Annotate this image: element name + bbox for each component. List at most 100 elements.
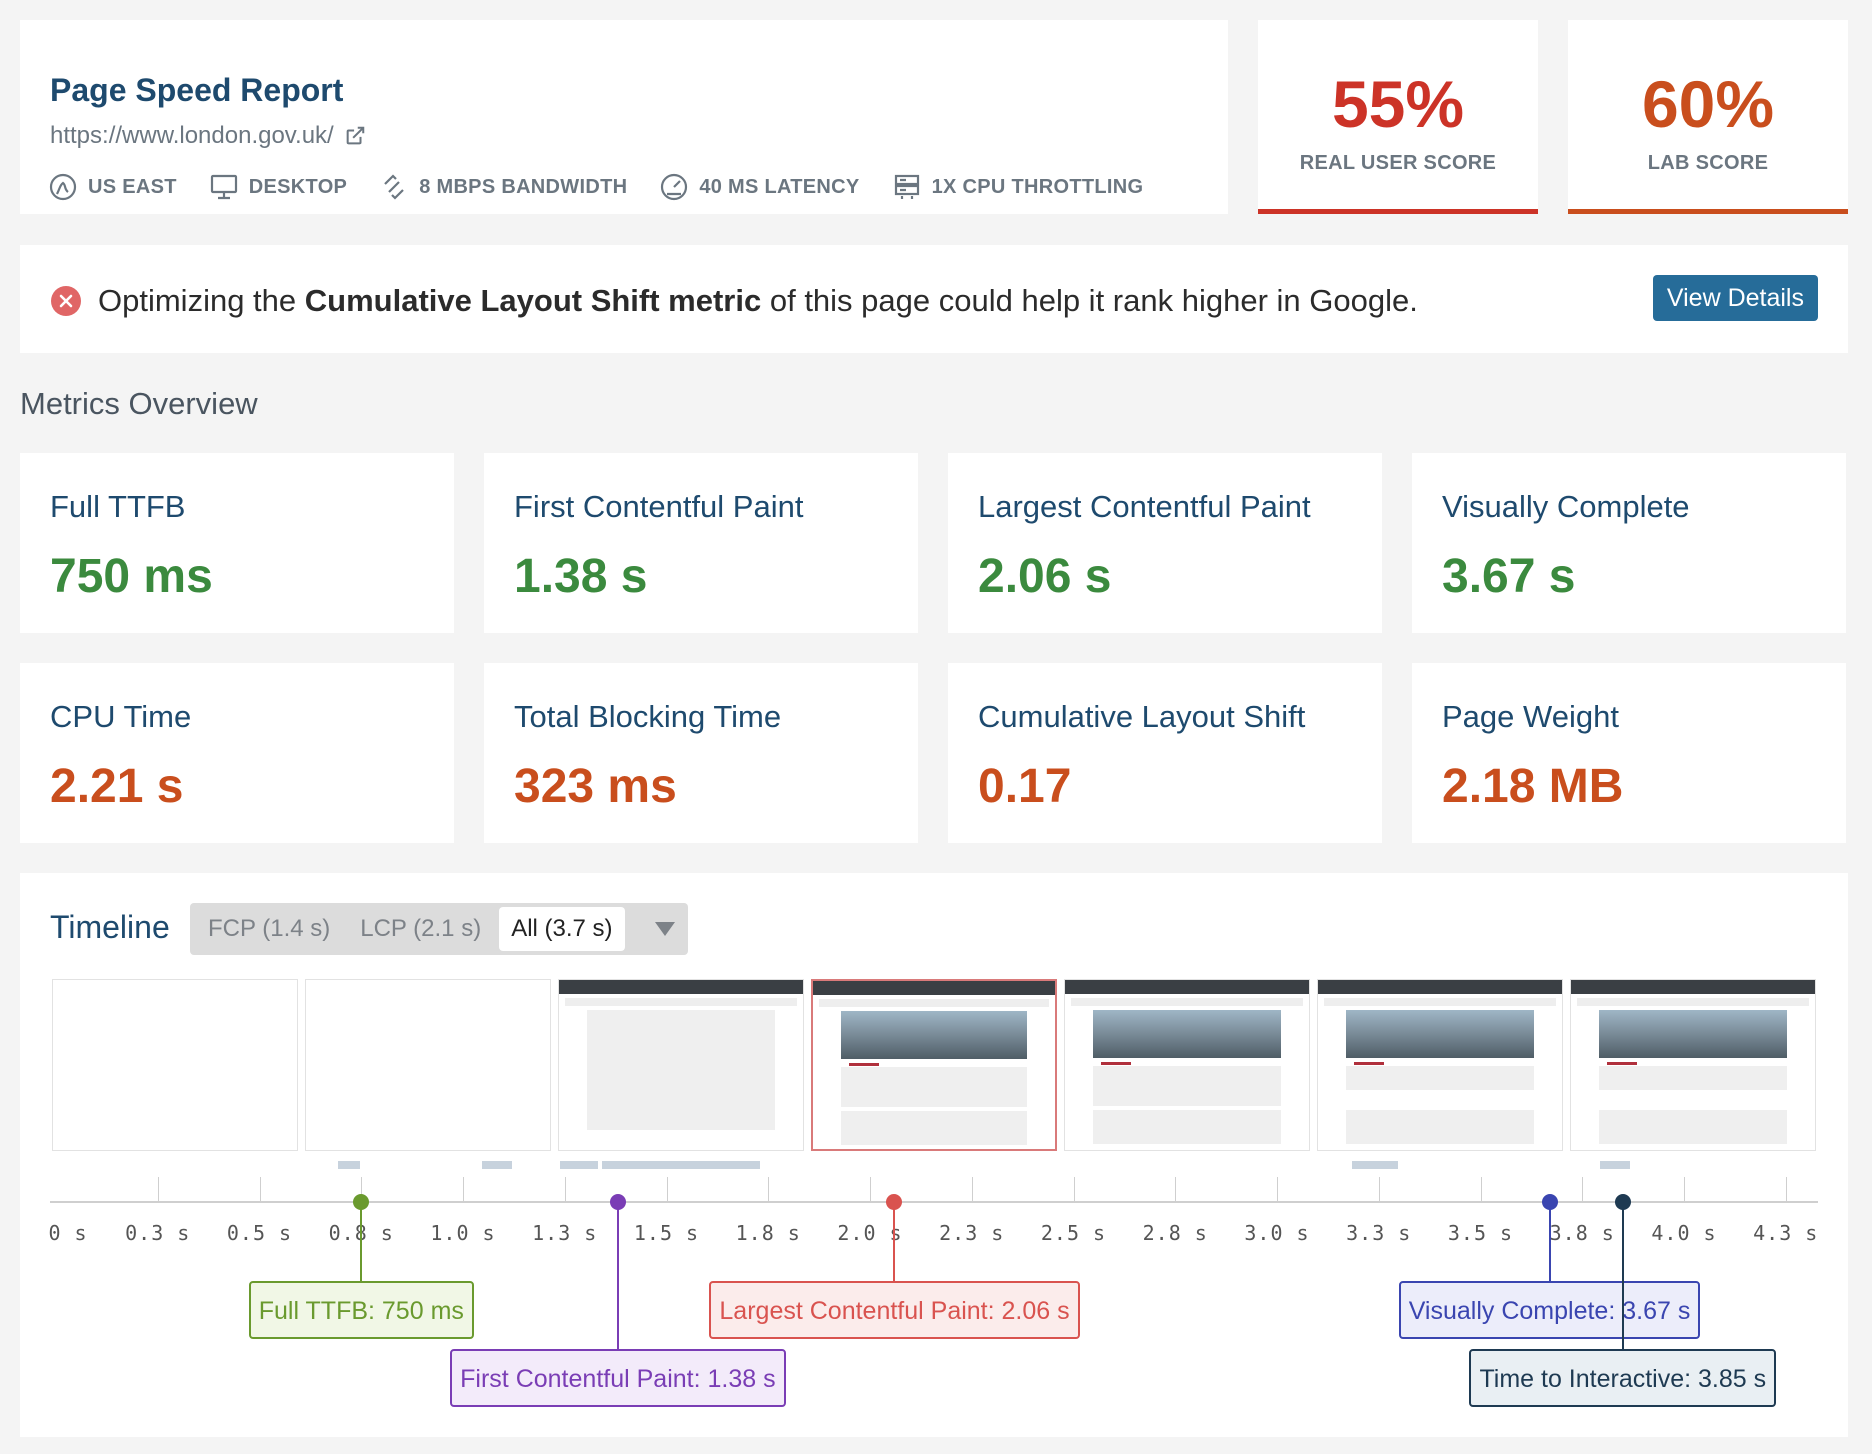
- marker-dot[interactable]: [1614, 1194, 1631, 1210]
- latency-gauge-icon: [661, 173, 688, 201]
- metric-label: Visually Complete: [1442, 489, 1690, 524]
- timeline-range-selector[interactable]: FCP (1.4 s) LCP (2.1 s) All (3.7 s): [190, 903, 688, 955]
- axis-tick: [1582, 1177, 1584, 1203]
- metric-card[interactable]: CPU Time 2.21 s: [20, 663, 454, 843]
- lab-score-label: LAB SCORE: [1647, 152, 1769, 174]
- page-url[interactable]: https://www.london.gov.uk/: [50, 122, 366, 150]
- axis-tick-label: 3.5 s: [1447, 1221, 1514, 1245]
- axis-tick-label: 2.0 s: [837, 1221, 903, 1245]
- filmstrip-frame[interactable]: [305, 979, 551, 1151]
- marker-line: [1548, 1202, 1551, 1281]
- test-settings: US EAST DESKTOP 8 MBPS BANDWIDTH 40 MS L…: [48, 172, 1143, 202]
- marker-label[interactable]: Largest Contentful Paint: 2.06 s: [709, 1281, 1080, 1339]
- request-segment: [1608, 1161, 1630, 1169]
- screenshot-nav: [1071, 998, 1303, 1006]
- real-user-score-card[interactable]: 55% REAL USER SCORE: [1258, 20, 1538, 214]
- metric-card[interactable]: Cumulative Layout Shift 0.17: [948, 663, 1382, 843]
- screenshot-hero-image: [1346, 1010, 1534, 1058]
- setting-latency: 40 MS LATENCY: [659, 172, 859, 202]
- marker-line: [893, 1202, 896, 1281]
- filmstrip-frame[interactable]: [558, 979, 804, 1151]
- metric-label: Largest Contentful Paint: [978, 489, 1311, 524]
- marker-dot[interactable]: [609, 1194, 626, 1210]
- marker-line: [616, 1202, 619, 1349]
- screenshot-content: [1346, 1110, 1534, 1144]
- screenshot-hero-image: [1599, 1010, 1787, 1058]
- marker-label[interactable]: First Contentful Paint: 1.38 s: [450, 1349, 786, 1407]
- screenshot-nav: [819, 999, 1049, 1007]
- metric-label: Full TTFB: [50, 489, 186, 524]
- tab-fcp[interactable]: FCP (1.4 s): [208, 915, 331, 942]
- request-segment: [1352, 1161, 1398, 1169]
- metric-value: 2.18 MB: [1442, 760, 1624, 813]
- screenshot-content: [1093, 1066, 1281, 1106]
- chevron-down-icon[interactable]: [654, 922, 675, 936]
- real-user-score-value: 55%: [1331, 67, 1465, 141]
- tab-all[interactable]: All (3.7 s): [499, 907, 625, 951]
- axis-tick-label: 1.0 s: [430, 1221, 496, 1245]
- axis-tick: [1480, 1177, 1482, 1203]
- marker-line: [1621, 1202, 1624, 1349]
- metric-value: 323 ms: [514, 760, 677, 813]
- setting-device-label: DESKTOP: [248, 175, 348, 198]
- view-details-button[interactable]: View Details: [1652, 275, 1818, 321]
- marker-dot[interactable]: [886, 1194, 903, 1210]
- filmstrip-frame[interactable]: [1317, 979, 1563, 1151]
- metric-card[interactable]: First Contentful Paint 1.38 s: [484, 453, 918, 633]
- screenshot-accent: [1354, 1062, 1384, 1065]
- marker-label[interactable]: Visually Complete: 3.67 s: [1398, 1281, 1701, 1339]
- filmstrip-frame[interactable]: [1570, 979, 1816, 1151]
- axis-tick: [870, 1177, 871, 1203]
- axis-tick-label: 0.3 s: [125, 1221, 191, 1245]
- screenshot-content: [1599, 1110, 1787, 1144]
- desktop-icon: [210, 174, 237, 200]
- marker-label[interactable]: Full TTFB: 750 ms: [248, 1281, 474, 1339]
- axis-tick-label: 0 s: [48, 1221, 88, 1245]
- request-segment: [560, 1161, 598, 1169]
- filmstrip-frame[interactable]: [52, 979, 298, 1151]
- cpu-icon: [894, 174, 919, 199]
- filmstrip-frame[interactable]: [811, 979, 1057, 1151]
- page-url-text[interactable]: https://www.london.gov.uk/: [50, 122, 334, 149]
- metric-value: 2.06 s: [978, 550, 1112, 603]
- recommendation-alert: Optimizing the Cumulative Layout Shift m…: [20, 245, 1848, 353]
- marker-dot[interactable]: [353, 1194, 370, 1210]
- bandwidth-icon: [384, 174, 404, 200]
- axis-tick: [1785, 1177, 1787, 1203]
- metric-card[interactable]: Visually Complete 3.67 s: [1412, 453, 1846, 633]
- axis-tick-label: 4.3 s: [1753, 1221, 1819, 1245]
- metric-card[interactable]: Largest Contentful Paint 2.06 s: [948, 453, 1382, 633]
- screenshot-header: [813, 981, 1055, 995]
- screenshot-hero-image: [1093, 1010, 1281, 1058]
- lab-score-card[interactable]: 60% LAB SCORE: [1568, 20, 1848, 214]
- axis-tick: [157, 1177, 159, 1203]
- metric-card[interactable]: Total Blocking Time 323 ms: [484, 663, 918, 843]
- alert-message: Optimizing the Cumulative Layout Shift m…: [98, 283, 1418, 319]
- metric-card[interactable]: Full TTFB 750 ms: [20, 453, 454, 633]
- marker-label[interactable]: Time to Interactive: 3.85 s: [1469, 1349, 1777, 1407]
- axis-tick: [259, 1177, 261, 1203]
- axis-tick-label: 2.8 s: [1142, 1221, 1208, 1245]
- report-header: Page Speed Report https://www.london.gov…: [20, 20, 1228, 214]
- request-segment: [602, 1161, 712, 1169]
- metric-card[interactable]: Page Weight 2.18 MB: [1412, 663, 1846, 843]
- marker-dot[interactable]: [1541, 1194, 1558, 1210]
- axis-tick: [1378, 1177, 1380, 1203]
- filmstrip-frame[interactable]: [1064, 979, 1310, 1151]
- timeline-panel: Timeline FCP (1.4 s) LCP (2.1 s) All (3.…: [20, 873, 1848, 1437]
- screenshot-header: [1065, 980, 1309, 994]
- axis-tick-label: 3.8 s: [1549, 1221, 1615, 1245]
- screenshot-nav: [1577, 998, 1809, 1006]
- setting-cpu: 1X CPU THROTTLING: [892, 172, 1144, 202]
- axis-tick-label: 0.5 s: [226, 1221, 293, 1245]
- tab-lcp[interactable]: LCP (2.1 s): [360, 915, 482, 942]
- screenshot-header: [1571, 980, 1815, 994]
- alert-prefix: Optimizing the: [98, 283, 305, 318]
- axis-tick: [768, 1177, 770, 1203]
- setting-bandwidth-label: 8 MBPS BANDWIDTH: [419, 175, 628, 198]
- screenshot-accent: [1101, 1062, 1131, 1065]
- external-link-icon[interactable]: [344, 125, 366, 147]
- axis-tick: [361, 1177, 363, 1203]
- axis-tick: [1277, 1177, 1278, 1203]
- screenshot-content: [841, 1067, 1027, 1107]
